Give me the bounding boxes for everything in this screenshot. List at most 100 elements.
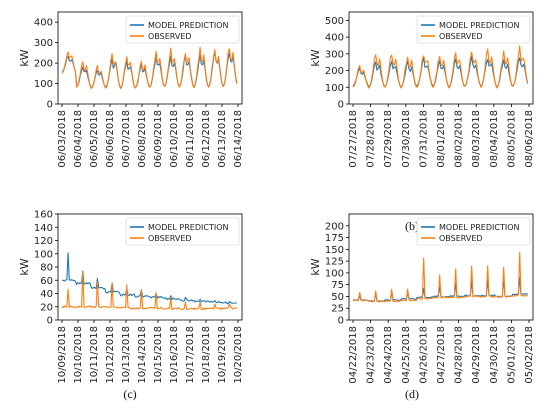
legend-box: [125, 15, 240, 44]
legend-entry: OBSERVED: [439, 32, 483, 41]
y-tick-label: 300: [34, 38, 53, 49]
y-tick-label: 0: [338, 316, 344, 327]
panel-caption: (b): [405, 219, 419, 233]
x-tick-label: 10/11/2018: [89, 326, 100, 384]
y-axis-label: kW: [18, 49, 31, 66]
y-tick-label: 200: [325, 221, 344, 232]
y-tick-label: 75: [331, 280, 344, 291]
series-line-observed: [352, 45, 529, 89]
x-tick-label: 07/29/2018: [383, 110, 394, 168]
y-tick-label: 0: [47, 100, 53, 111]
legend-entry: OBSERVED: [439, 234, 483, 243]
series-line-observed: [61, 46, 238, 90]
x-tick-label: 10/09/2018: [57, 326, 68, 384]
chart-panel-b: 0 100 200 300 400 500 kW 07/27/2018 07/28/2018 07…: [309, 11, 535, 233]
legend-box: [125, 217, 240, 246]
x-tick-label: 06/07/2018: [121, 110, 132, 168]
y-tick-label: 0: [338, 100, 344, 111]
y-tick-label: 160: [34, 210, 53, 221]
x-tick-label: 08/06/2018: [524, 110, 535, 168]
y-tick-label: 400: [34, 18, 53, 29]
y-tick-label: 25: [331, 304, 344, 315]
x-tick-label: 08/04/2018: [489, 110, 500, 168]
x-tick-label: 08/02/2018: [454, 110, 465, 168]
chart-panel-c: 0 20 40 60 80 100 120 140 160 kW 10/09/2018 10/10/2…: [18, 210, 244, 402]
x-tick-label: 08/05/2018: [506, 110, 517, 168]
x-tick-label: 06/12/2018: [201, 110, 212, 168]
y-tick-label: 100: [325, 268, 344, 279]
legend-entry: MODEL PREDICTION: [439, 223, 520, 232]
y-tick-label: 400: [325, 33, 344, 44]
x-tick-label: 10/14/2018: [137, 326, 148, 384]
x-tick-label: 04/23/2018: [366, 326, 377, 384]
x-tick-label: 04/24/2018: [383, 326, 394, 384]
x-tick-label: 06/09/2018: [153, 110, 164, 168]
x-tick-label: 06/04/2018: [73, 110, 84, 168]
plot-frame: [57, 11, 243, 105]
legend-entry: OBSERVED: [148, 234, 192, 243]
x-tick-label: 05/01/2018: [506, 326, 517, 384]
y-tick-label: 300: [325, 49, 344, 60]
y-tick-label: 175: [325, 233, 344, 244]
y-tick-label: 100: [325, 83, 344, 94]
x-tick-label: 07/27/2018: [348, 110, 359, 168]
series-line-model-prediction: [61, 252, 237, 305]
x-tick-label: 08/01/2018: [436, 110, 447, 168]
panel-caption: (d): [405, 387, 419, 401]
x-tick-label: 06/10/2018: [169, 110, 180, 168]
y-tick-label: 500: [325, 16, 344, 27]
y-axis-label: kW: [18, 258, 31, 275]
x-tick-label: 10/17/2018: [185, 326, 196, 384]
x-tick-label: 06/08/2018: [137, 110, 148, 168]
y-tick-label: 40: [40, 289, 53, 300]
x-tick-label: 04/27/2018: [436, 326, 447, 384]
y-tick-label: 140: [34, 223, 53, 234]
x-tick-label: 06/05/2018: [89, 110, 100, 168]
series-line-observed: [61, 270, 238, 311]
legend-entry: OBSERVED: [148, 32, 192, 41]
x-tick-label: 10/20/2018: [233, 326, 244, 384]
x-tick-label: 10/18/2018: [201, 326, 212, 384]
y-tick-label: 0: [47, 316, 53, 327]
y-tick-label: 120: [34, 236, 53, 247]
x-tick-label: 10/13/2018: [121, 326, 132, 384]
x-tick-label: 04/30/2018: [489, 326, 500, 384]
x-tick-label: 06/03/2018: [57, 110, 68, 168]
y-axis-label: kW: [309, 258, 322, 275]
legend-entry: MODEL PREDICTION: [148, 21, 229, 30]
y-tick-label: 100: [34, 249, 53, 260]
x-tick-label: 04/28/2018: [454, 326, 465, 384]
x-tick-label: 05/02/2018: [524, 326, 535, 384]
x-tick-label: 07/30/2018: [401, 110, 412, 168]
y-axis-label: kW: [309, 49, 322, 66]
y-tick-label: 200: [34, 59, 53, 70]
x-tick-label: 04/22/2018: [348, 326, 359, 384]
x-tick-label: 04/25/2018: [401, 326, 412, 384]
y-tick-label: 125: [325, 257, 344, 268]
y-tick-label: 20: [40, 302, 53, 313]
y-tick-label: 60: [40, 276, 53, 287]
x-tick-label: 07/28/2018: [366, 110, 377, 168]
series-line-observed: [352, 251, 528, 303]
legend-entry: MODEL PREDICTION: [148, 223, 229, 232]
x-tick-label: 10/15/2018: [153, 326, 164, 384]
legend-entry: MODEL PREDICTION: [439, 21, 520, 30]
y-tick-label: 200: [325, 66, 344, 77]
panel-caption: (c): [123, 387, 136, 401]
x-tick-label: 10/19/2018: [217, 326, 228, 384]
x-tick-label: 08/03/2018: [471, 110, 482, 168]
y-tick-label: 50: [331, 292, 344, 303]
x-tick-label: 07/31/2018: [418, 110, 429, 168]
x-tick-label: 10/10/2018: [73, 326, 84, 384]
x-tick-label: 06/13/2018: [217, 110, 228, 168]
legend-box: [416, 15, 531, 44]
x-tick-label: 04/26/2018: [418, 326, 429, 384]
x-tick-label: 06/11/2018: [185, 110, 196, 168]
x-tick-label: 10/12/2018: [105, 326, 116, 384]
x-tick-label: 06/14/2018: [233, 110, 244, 168]
y-tick-label: 80: [40, 263, 53, 274]
y-tick-label: 150: [325, 245, 344, 256]
y-tick-label: 100: [34, 79, 53, 90]
